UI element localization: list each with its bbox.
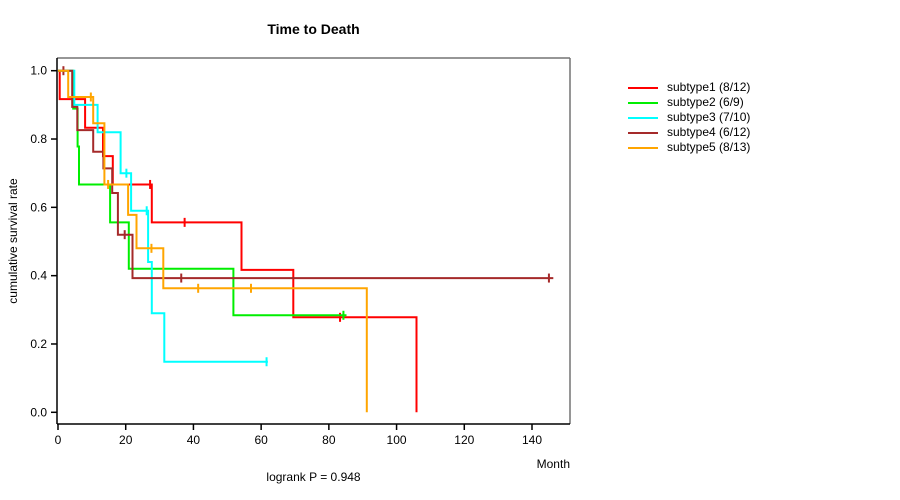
x-tick-label: 140 <box>522 433 542 447</box>
x-axis-unit-label: Month <box>536 457 570 471</box>
legend-item: subtype1 (8/12) <box>628 80 750 95</box>
x-tick-label: 80 <box>322 433 336 447</box>
x-tick-label: 20 <box>119 433 133 447</box>
legend-item: subtype2 (6/9) <box>628 95 750 110</box>
y-tick-label: 0.4 <box>30 269 47 283</box>
legend-line-swatch <box>628 131 658 134</box>
survival-curve-subtype3 <box>58 69 268 363</box>
y-tick-label: 0.0 <box>30 405 47 419</box>
x-tick-label: 60 <box>254 433 268 447</box>
legend-line-swatch <box>628 146 658 149</box>
y-tick-label: 0.6 <box>30 200 47 214</box>
y-tick-label: 0.2 <box>30 337 47 351</box>
x-tick-label: 0 <box>55 433 62 447</box>
legend-item-label: subtype2 (6/9) <box>667 95 744 109</box>
legend-item-label: subtype1 (8/12) <box>667 80 751 94</box>
x-tick-label: 40 <box>187 433 201 447</box>
logrank-p-annotation: logrank P = 0.948 <box>266 470 361 484</box>
y-tick-label: 1.0 <box>30 64 47 78</box>
survival-curve-subtype4 <box>58 69 554 280</box>
legend-item: subtype4 (6/12) <box>628 125 750 140</box>
legend-line-swatch <box>628 101 658 104</box>
x-tick-label: 100 <box>387 433 407 447</box>
legend: subtype1 (8/12) subtype2 (6/9) subtype3 … <box>628 80 750 155</box>
x-tick-label: 120 <box>454 433 474 447</box>
legend-line-swatch <box>628 116 658 119</box>
survival-curve-subtype2 <box>58 69 347 317</box>
survival-curve-subtype5 <box>58 69 368 413</box>
legend-item: subtype5 (8/13) <box>628 140 750 155</box>
legend-item-label: subtype5 (8/13) <box>667 140 751 154</box>
chart-title: Time to Death <box>267 21 360 37</box>
legend-item: subtype3 (7/10) <box>628 110 750 125</box>
legend-line-swatch <box>628 86 658 89</box>
legend-item-label: subtype3 (7/10) <box>667 110 751 124</box>
legend-item-label: subtype4 (6/12) <box>667 125 751 139</box>
y-tick-label: 0.8 <box>30 132 47 146</box>
